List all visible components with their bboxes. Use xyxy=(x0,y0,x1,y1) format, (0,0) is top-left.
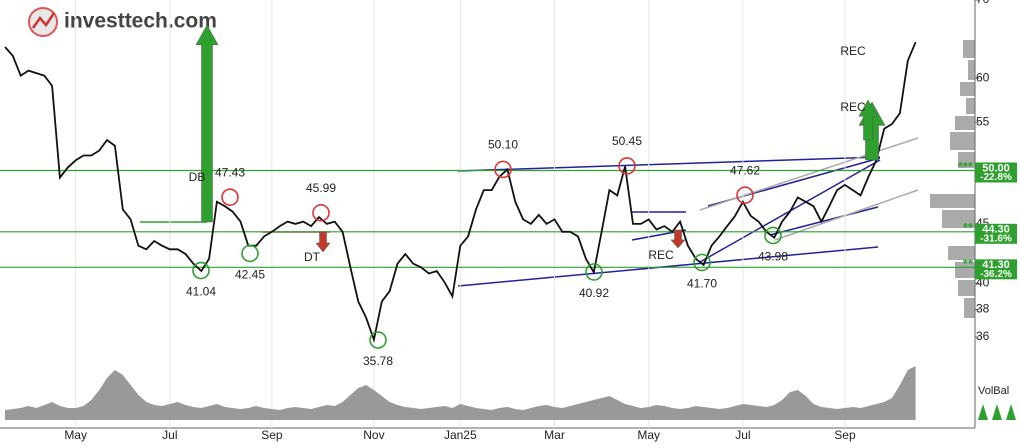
pivot-marker xyxy=(585,263,603,281)
pivot-marker xyxy=(693,253,711,272)
level-label: 44.30 xyxy=(982,224,1010,236)
y-tick-label: 60 xyxy=(976,70,990,84)
pivot-label: 50.45 xyxy=(612,134,642,148)
level-stars: ** xyxy=(963,256,974,271)
level-box xyxy=(975,162,1017,183)
pivot-marker xyxy=(618,157,636,175)
y-tick-label: 55 xyxy=(976,114,990,128)
signal-arrow xyxy=(670,229,686,249)
level-change: -36.2% xyxy=(980,269,1012,280)
pivot-marker xyxy=(192,261,210,280)
x-tick-label: May xyxy=(64,428,87,442)
signal-label: DB xyxy=(189,170,206,184)
pivot-label: 47.62 xyxy=(730,163,760,177)
pivot-label: 50.10 xyxy=(488,138,518,152)
level-change: -31.6% xyxy=(980,233,1012,244)
pivot-marker xyxy=(494,160,512,179)
logo: investtech.com xyxy=(28,7,217,37)
signal-label: REC xyxy=(648,248,674,262)
x-tick-label: Jul xyxy=(162,428,177,442)
logo-text: investtech.com xyxy=(64,10,217,33)
y-tick-label: 38 xyxy=(976,302,990,316)
volume-profile xyxy=(930,40,975,318)
level-label: 41.30 xyxy=(982,259,1010,271)
signal-label: DT xyxy=(304,250,321,264)
x-tick-label: Mar xyxy=(544,428,565,442)
level-stars: *** xyxy=(958,159,974,174)
pivot-marker xyxy=(369,331,387,349)
pivot-label: 41.04 xyxy=(186,285,216,299)
signal-arrow xyxy=(858,99,878,141)
price-line xyxy=(4,41,917,344)
volume-area xyxy=(5,366,916,420)
x-tick-label: Sep xyxy=(834,428,856,442)
pivot-label: 47.43 xyxy=(215,165,245,179)
pivot-label: 35.78 xyxy=(363,354,393,368)
signal-arrow xyxy=(195,24,219,223)
pivot-label: 43.98 xyxy=(758,250,788,264)
pivot-label: 42.45 xyxy=(235,268,265,282)
y-tick-label: 70 xyxy=(976,0,990,6)
level-box xyxy=(975,223,1017,244)
volbal-icons xyxy=(978,404,1016,420)
pivot-label: 45.99 xyxy=(306,181,336,195)
pivot-label: 41.70 xyxy=(687,277,717,291)
level-box xyxy=(975,259,1017,280)
x-tick-label: May xyxy=(637,428,660,442)
x-tick-label: Nov xyxy=(363,428,384,442)
trend-lines xyxy=(140,137,919,287)
pivot-marker xyxy=(736,186,754,204)
level-change: -22.8% xyxy=(980,172,1012,183)
x-tick-label: Jul xyxy=(735,428,750,442)
signal-label: REC xyxy=(840,100,866,114)
pivot-marker xyxy=(764,226,782,245)
x-tick-label: Jan25 xyxy=(444,428,477,442)
x-tick-label: Sep xyxy=(261,428,283,442)
pivot-marker xyxy=(312,204,330,222)
level-label: 50.00 xyxy=(982,162,1010,174)
signal-label: REC xyxy=(840,44,866,58)
signal-arrow xyxy=(315,231,331,253)
pivot-marker xyxy=(221,188,239,207)
indicator-label: VolBal xyxy=(978,385,1009,397)
y-tick-label: 36 xyxy=(976,329,990,343)
pivot-label: 40.92 xyxy=(579,286,609,300)
level-stars: ** xyxy=(963,220,974,235)
pivot-marker xyxy=(241,244,259,263)
